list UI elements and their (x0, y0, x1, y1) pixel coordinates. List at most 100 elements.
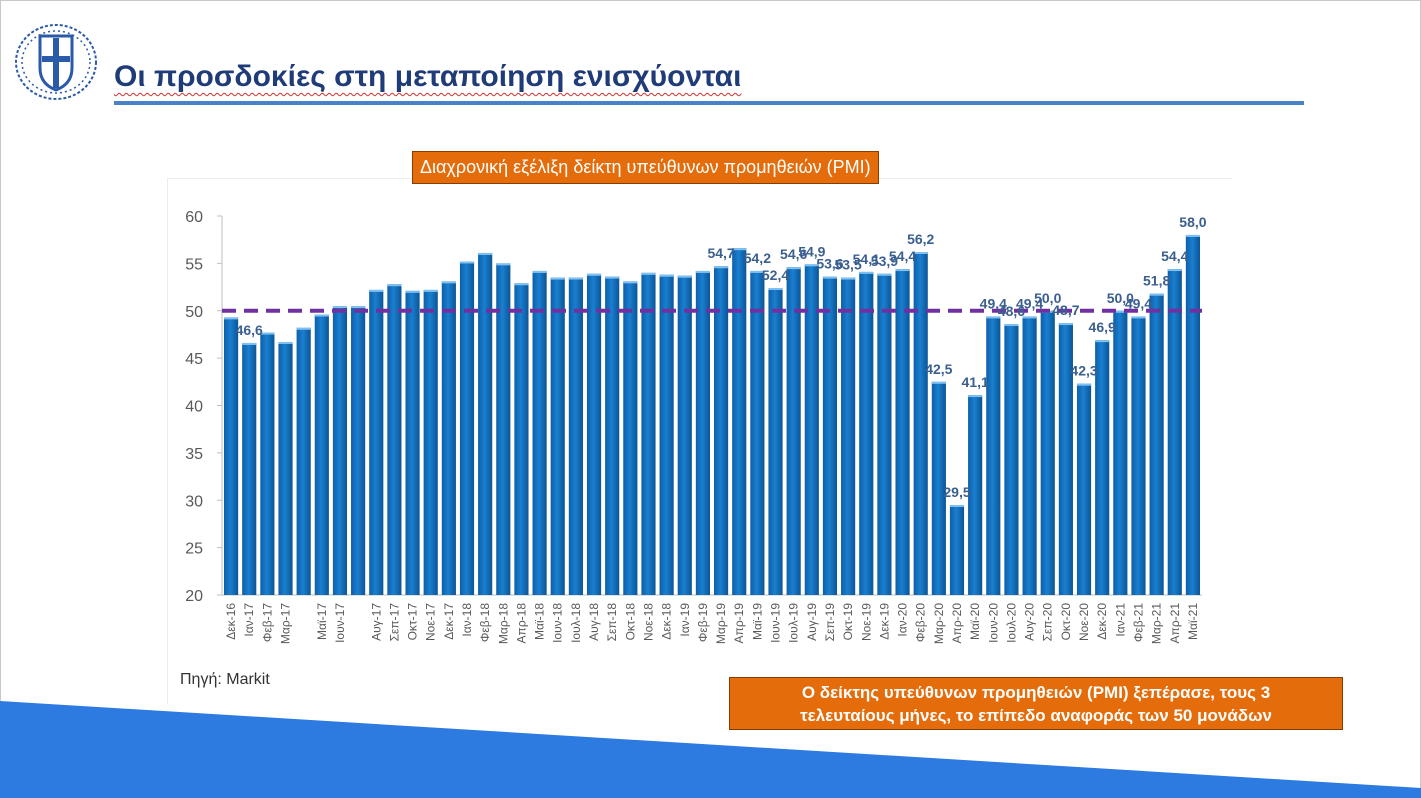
x-tick-label: Φεβ-17 (260, 603, 274, 642)
x-tick-label: Μαϊ-21 (1186, 603, 1200, 640)
bar (478, 252, 493, 595)
bar (441, 281, 456, 595)
bar (1058, 323, 1073, 595)
x-tick-label: Μαρ-17 (279, 603, 293, 644)
x-tick-label: Ιουλ-19 (787, 603, 801, 643)
data-label: 29,5 (943, 484, 970, 500)
y-tick-label: 60 (185, 209, 203, 226)
bar (332, 306, 348, 595)
x-tick-label: Αυγ-18 (587, 603, 601, 641)
bar (1131, 316, 1146, 595)
bar (659, 274, 674, 595)
x-tick-label: Μαρ-19 (714, 603, 728, 644)
y-tick-label: 30 (185, 493, 203, 510)
x-tick-label: Δεκ-17 (442, 603, 456, 640)
bar-top-highlight (1076, 383, 1092, 386)
bar-top-highlight (550, 277, 565, 280)
bar-top-highlight (1113, 310, 1128, 313)
x-tick-label: Ιουν-18 (551, 603, 565, 643)
data-label: 49,4 (1016, 295, 1043, 311)
x-tick-label: Σεπ-19 (823, 603, 837, 642)
data-label: 54,9 (798, 243, 825, 259)
chart-title: Διαχρονική εξέλιξη δείκτη υπεύθυνων προμ… (412, 151, 879, 184)
bar-top-highlight (1167, 269, 1182, 272)
bar (677, 275, 692, 595)
bar-top-highlight (804, 264, 819, 267)
data-label: 54,4 (1161, 248, 1188, 264)
bar-top-highlight (913, 252, 928, 255)
bar (822, 276, 838, 595)
x-tick-label: Ιαν-21 (1113, 603, 1127, 637)
bar-top-highlight (641, 272, 656, 275)
title-rule (114, 101, 1304, 105)
x-tick-label: Απρ-19 (732, 603, 746, 644)
bar-top-highlight (822, 276, 838, 279)
bar (895, 269, 910, 595)
y-tick-label: 55 (185, 256, 203, 273)
x-tick-label: Νοε-20 (1077, 603, 1091, 641)
x-tick-label: Ιαν-17 (242, 603, 256, 637)
bar-top-highlight (223, 317, 239, 320)
bar (986, 316, 1001, 595)
bar-top-highlight (841, 277, 856, 280)
bar (405, 290, 420, 595)
bar (641, 272, 656, 595)
bar (351, 306, 366, 595)
x-tick-label: Οκτ-20 (1059, 603, 1073, 641)
x-tick-label: Μαρ-21 (1150, 603, 1164, 644)
data-label: 54,4 (889, 248, 916, 264)
greek-coat-of-arms-icon (15, 24, 97, 100)
bar (296, 327, 311, 595)
bar (841, 277, 856, 595)
x-tick-label: Ιουν-19 (769, 603, 783, 643)
bar (586, 273, 602, 595)
bar-top-highlight (260, 332, 275, 335)
bar (877, 273, 892, 595)
bar-top-highlight (1058, 323, 1073, 326)
bar (931, 381, 946, 595)
data-label: 50,0 (1034, 290, 1061, 306)
data-label: 52,4 (762, 267, 789, 283)
data-label: 48,7 (1052, 302, 1079, 318)
bar (1040, 310, 1055, 595)
bar-top-highlight (968, 395, 983, 398)
bar-top-highlight (713, 266, 729, 269)
x-tick-label: Ιουλ-20 (1004, 603, 1018, 643)
bar-top-highlight (605, 276, 620, 279)
bar-top-highlight (695, 270, 711, 273)
bar-top-highlight (278, 342, 293, 345)
bar-top-highlight (586, 273, 602, 276)
bar (913, 252, 928, 595)
callout-box: Ο δείκτης υπεύθυνων προμηθειών (PMI) ξεπ… (729, 677, 1343, 730)
bar-top-highlight (532, 270, 547, 273)
x-tick-label: Οκτ-17 (406, 603, 420, 641)
bar-top-highlight (949, 504, 965, 507)
bar (550, 277, 565, 595)
x-tick-label: Φεβ-21 (1131, 603, 1145, 642)
x-tick-label: Δεκ-18 (660, 603, 674, 640)
bar (968, 395, 983, 595)
y-tick-label: 20 (185, 588, 203, 605)
y-tick-label: 35 (185, 446, 203, 463)
bar-top-highlight (351, 306, 366, 309)
x-tick-label: Ιαν-19 (678, 603, 692, 637)
x-tick-label: Νοε-18 (641, 603, 655, 641)
bar-top-highlight (1131, 316, 1146, 319)
data-label: 48,6 (998, 303, 1025, 319)
bar (568, 277, 583, 595)
x-tick-label: Μαϊ-17 (315, 603, 329, 640)
bar (1004, 324, 1019, 595)
bar (1113, 310, 1128, 595)
x-tick-label: Απρ-21 (1168, 603, 1182, 644)
x-tick-label: Σεπ-20 (1041, 603, 1055, 642)
bar (223, 317, 239, 595)
bar-top-highlight (677, 275, 692, 278)
x-tick-label: Οκτ-18 (623, 603, 637, 641)
bar-top-highlight (423, 289, 438, 292)
bar-top-highlight (314, 314, 329, 317)
data-label: 42,5 (925, 361, 952, 377)
x-tick-label: Μαϊ-18 (533, 603, 547, 640)
bar-top-highlight (877, 273, 892, 276)
bar (1095, 340, 1110, 595)
